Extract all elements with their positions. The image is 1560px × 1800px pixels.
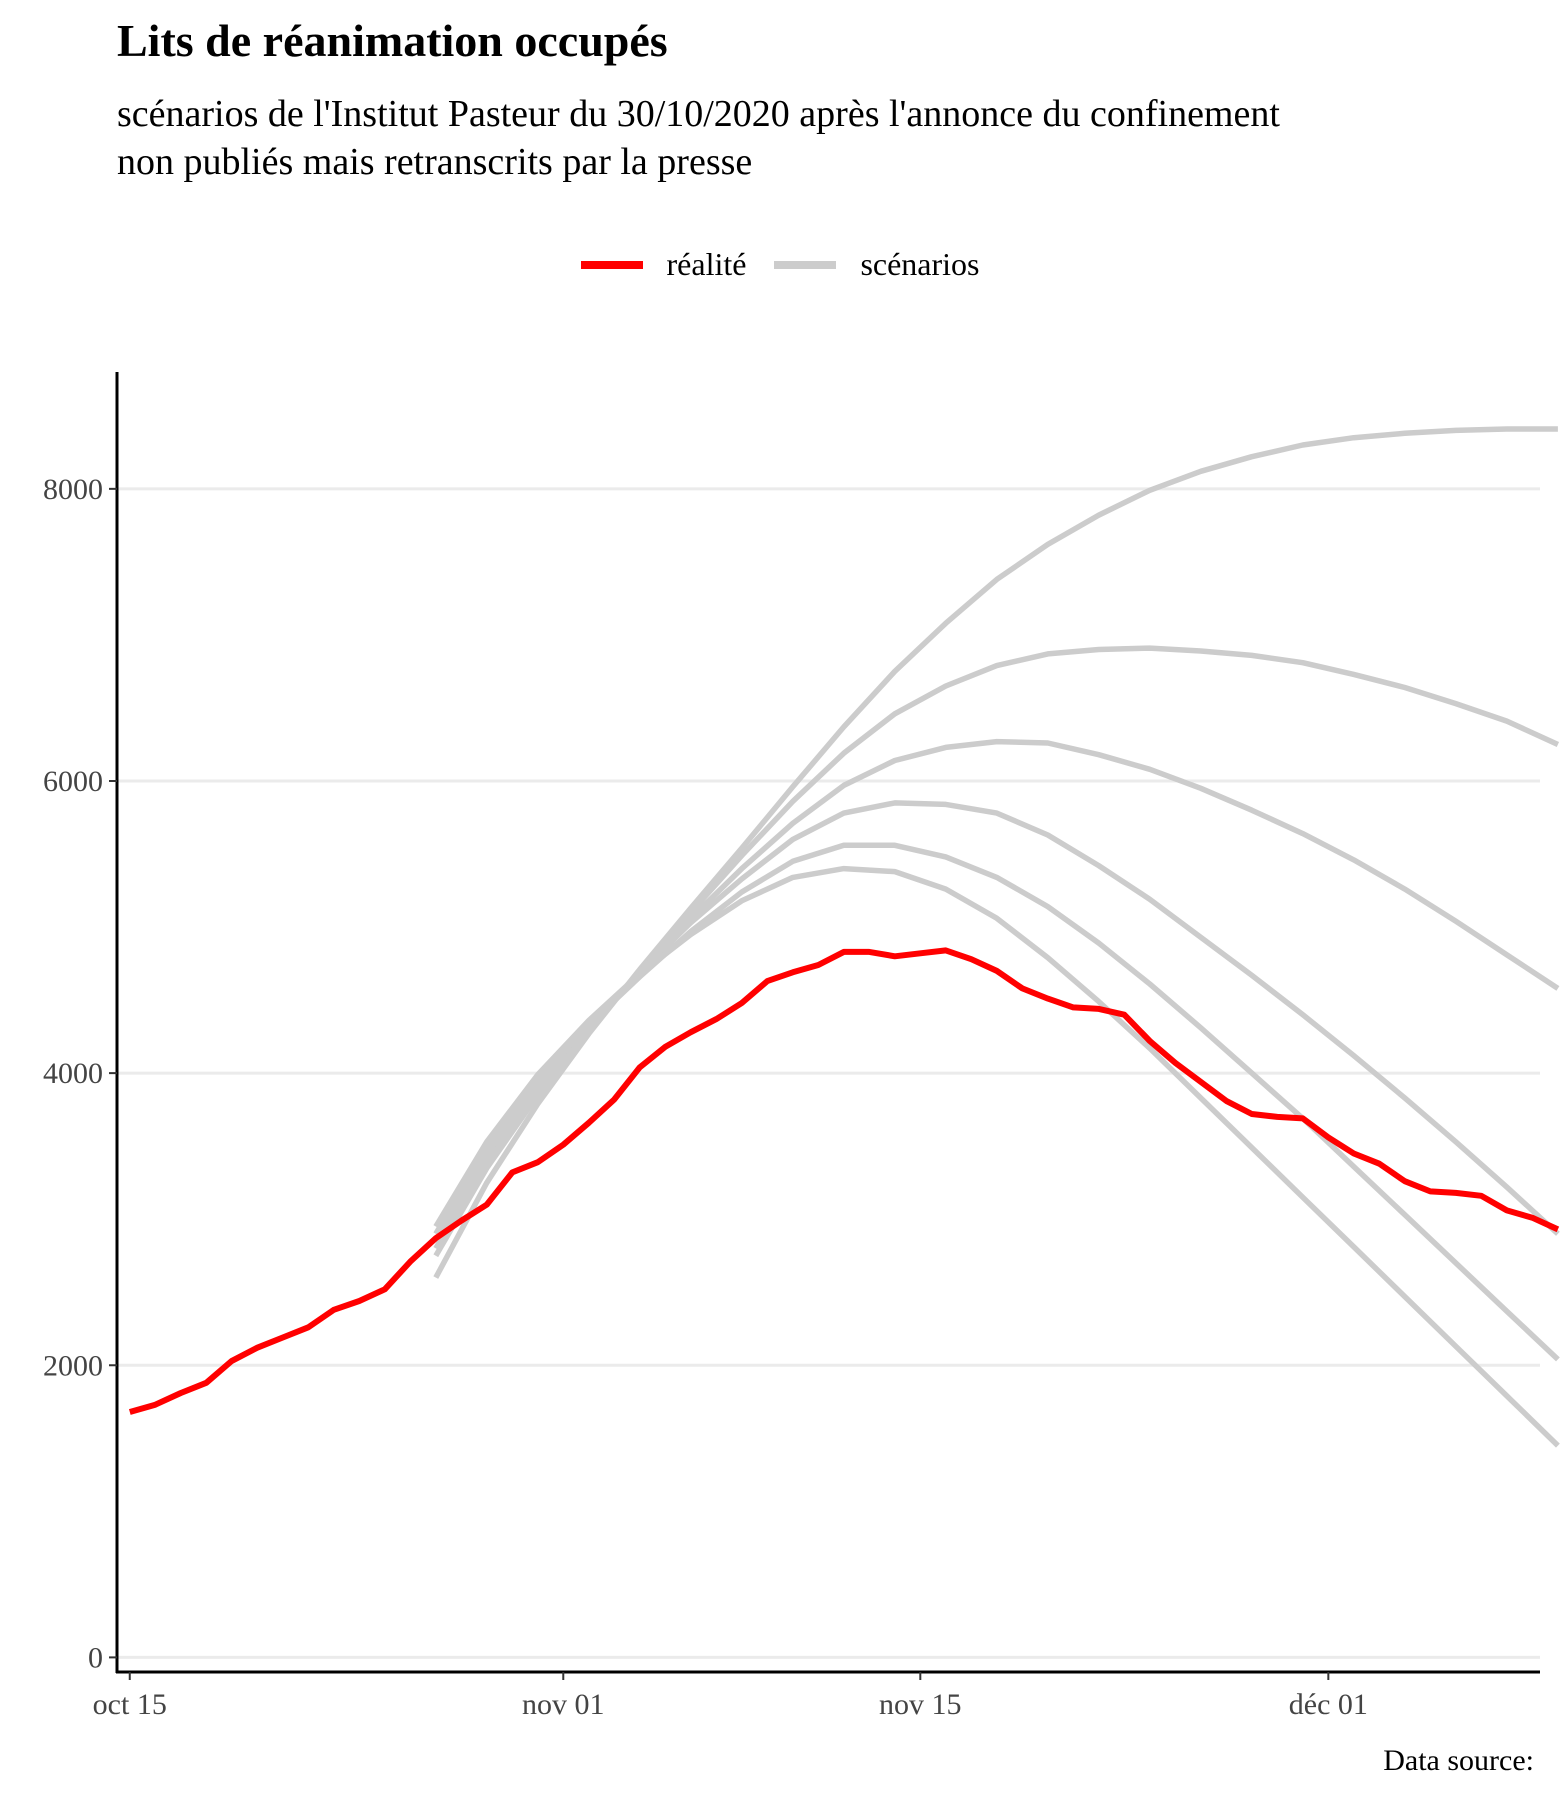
x-axis-ticks: oct 15 nov 01 nov 15 déc 01 xyxy=(93,1672,1368,1721)
legend-item-realite: réalité xyxy=(580,246,747,283)
subtitle-line-1: scénarios de l'Institut Pasteur du 30/10… xyxy=(117,93,1280,135)
scenario-lines xyxy=(433,426,1560,1448)
legend-label-realite: réalité xyxy=(666,246,747,282)
y-tick-label-6000: 6000 xyxy=(43,765,103,798)
subtitle-line-2: non publiés mais retranscrits par la pre… xyxy=(117,141,753,183)
legend-item-scenarios: scénarios xyxy=(774,246,980,283)
x-tick-label-0: oct 15 xyxy=(93,1688,167,1721)
legend-key-realite xyxy=(580,260,643,269)
y-tick-label-0: 0 xyxy=(88,1641,103,1674)
y-tick-label-2000: 2000 xyxy=(43,1349,103,1382)
legend-label-scenarios: scénarios xyxy=(860,246,980,282)
chart-title: Lits de réanimation occupés xyxy=(117,15,668,66)
series-line-scenario-4 xyxy=(433,800,1560,1243)
x-tick-label-1: nov 01 xyxy=(522,1688,605,1721)
reality-line xyxy=(128,947,1560,1415)
x-tick-label-2: nov 15 xyxy=(879,1688,962,1721)
y-tick-label-4000: 4000 xyxy=(43,1057,103,1090)
legend-key-scenarios xyxy=(774,260,837,269)
y-axis-ticks: 0 2000 4000 6000 8000 xyxy=(43,473,117,1674)
gridlines xyxy=(117,487,1540,1659)
y-tick-label-8000: 8000 xyxy=(43,473,103,506)
axes xyxy=(115,372,1540,1674)
series-line-scenario-6 xyxy=(433,865,1560,1448)
x-tick-label-3: déc 01 xyxy=(1289,1688,1368,1721)
data-source-caption: Data source: xyxy=(1383,1744,1534,1777)
chart-legend: réalité scénarios xyxy=(0,246,1560,283)
series-line-scenario-1 xyxy=(433,426,1558,1279)
series-line-realite xyxy=(128,947,1560,1415)
chart-subtitle: scénarios de l'Institut Pasteur du 30/10… xyxy=(117,90,1280,186)
